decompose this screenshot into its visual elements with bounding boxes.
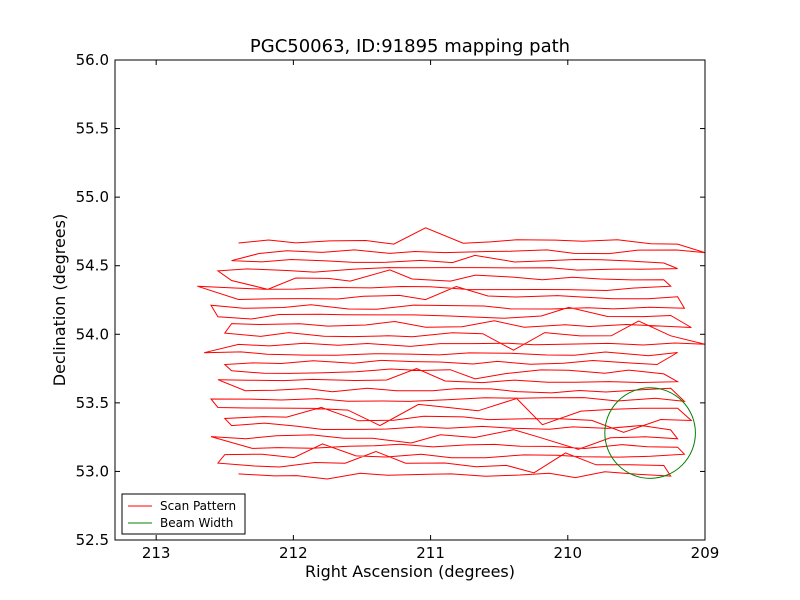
y-tick-label: 56.0: [76, 51, 109, 69]
legend-box: [121, 493, 246, 535]
y-tick-label: 53.5: [76, 394, 109, 412]
x-tick-label: 210: [553, 544, 582, 562]
chart-title: PGC50063, ID:91895 mapping path: [250, 36, 570, 57]
x-tick-label: 213: [142, 544, 171, 562]
x-axis-label: Right Ascension (degrees): [305, 562, 515, 581]
legend-label-beam-width: Beam Width: [160, 516, 233, 530]
y-tick-label: 55.5: [76, 120, 109, 138]
x-tick-label: 212: [279, 544, 308, 562]
y-tick-label: 53.0: [76, 462, 109, 480]
ticks-layer: 213 212 211 210 209 52.5 53.0 53.5 54.0 54.5 55.0 5…: [76, 51, 720, 562]
y-tick-label: 54.5: [76, 257, 109, 275]
y-tick-label: 54.0: [76, 325, 109, 343]
x-tick-label: 211: [416, 544, 445, 562]
y-tick-label: 55.0: [76, 188, 109, 206]
x-tick-label: 209: [691, 544, 720, 562]
plot-frame: [114, 59, 706, 541]
y-axis-label: Declination (degrees): [50, 214, 69, 386]
beam-width-circle: [604, 387, 696, 479]
plot-area: [115, 60, 705, 540]
legend-label-scan-pattern: Scan Pattern: [160, 499, 236, 513]
legend: Scan Pattern Beam Width: [121, 493, 246, 535]
scan-pattern-line: [197, 227, 705, 480]
y-tick-label: 52.5: [76, 531, 109, 549]
data-layer: [197, 227, 705, 480]
